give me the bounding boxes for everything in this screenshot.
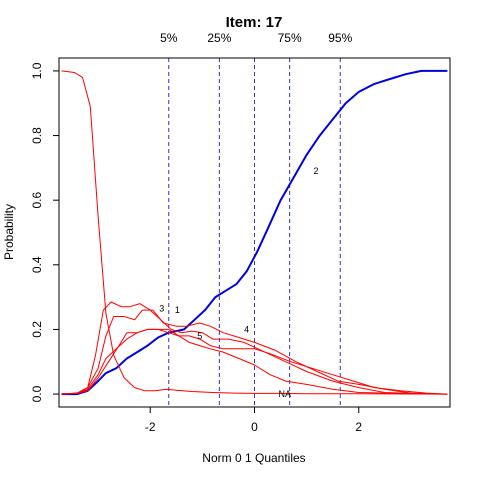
y-tick-label-0: 0.0 [30,385,44,402]
x-tick-label-0: -2 [145,420,156,434]
x-tick-label-2: 2 [355,420,362,434]
quantile-label-4: 95% [328,31,352,45]
series-label-3: 3 [159,303,164,313]
series-line-5 [61,309,448,395]
y-tick-label-3: 0.6 [30,192,44,209]
quantile-lines [168,58,341,407]
series-label-2: 2 [314,166,319,176]
y-tick-label-4: 0.8 [30,127,44,144]
y-axis-label: Probability [2,204,16,260]
y-tick-label-5: 1.0 [30,62,44,79]
quantile-label-0: 5% [160,31,178,45]
series-line-2 [61,69,448,396]
x-axis: -2 0 2 [145,407,362,434]
series-line-4 [61,328,448,395]
x-tick-label-1: 0 [251,420,258,434]
series-line-3 [61,70,448,395]
quantile-labels: 5% 25% 75% 95% [160,31,353,45]
series-lines [61,69,448,396]
series-label-NA: NA [278,389,291,399]
series-line-NA [61,328,448,395]
y-axis: 0.0 0.2 0.4 0.6 0.8 1.0 [30,62,59,402]
x-axis-label: Norm 0 1 Quantiles [202,451,305,465]
series-label-4: 4 [244,324,249,334]
series-label-5: 5 [197,331,202,341]
chart-title: Item: 17 [226,14,283,31]
series-labels: 2 3 1 5 4 NA [159,166,318,399]
y-tick-label-1: 0.2 [30,321,44,338]
series-line-1 [61,301,448,395]
series-label-1: 1 [175,305,180,315]
y-tick-label-2: 0.4 [30,256,44,273]
quantile-label-1: 25% [207,31,231,45]
quantile-label-3: 75% [278,31,302,45]
